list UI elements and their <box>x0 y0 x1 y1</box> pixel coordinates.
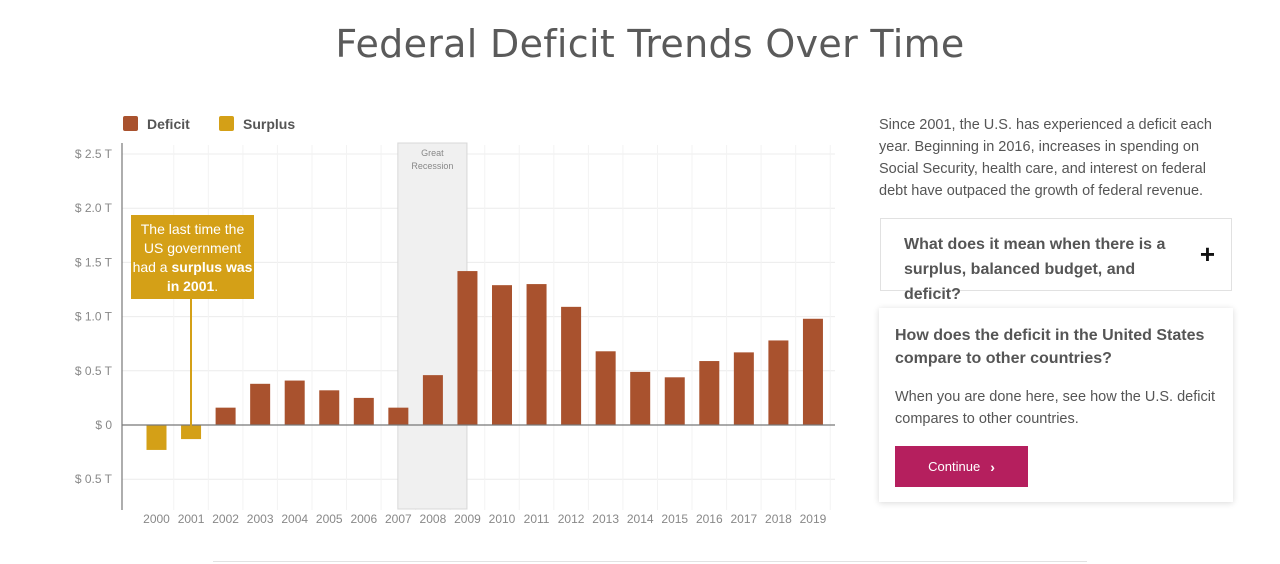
bar-2014 <box>630 371 651 425</box>
y-tick-label-5: $ 0 <box>95 418 112 432</box>
bar-2007 <box>388 407 409 425</box>
x-tick-label-2012: 2012 <box>558 512 585 526</box>
faq-question[interactable]: What does it mean when there is a surplu… <box>904 236 1166 303</box>
x-tick-label-2007: 2007 <box>385 512 412 526</box>
compare-card: How does the deficit in the United State… <box>879 308 1233 502</box>
bar-2019 <box>802 318 823 425</box>
plus-icon[interactable]: + <box>1199 239 1215 269</box>
y-axis-ticks: $ 2.5 T $ 2.0 T $ 1.5 T $ 1.0 T $ 0.5 T $ 0 $ … <box>75 147 113 486</box>
y-tick-label-6: $ 0.5 T <box>75 472 113 486</box>
legend-deficit-swatch <box>123 116 138 131</box>
bottom-divider <box>213 561 1087 562</box>
x-tick-label-2005: 2005 <box>316 512 343 526</box>
chart-bars <box>146 271 823 450</box>
bar-2018 <box>768 340 789 425</box>
bar-2017 <box>733 352 754 425</box>
callout-text-post: . <box>214 278 219 294</box>
bar-2016 <box>699 361 720 425</box>
continue-button[interactable]: Continue › <box>895 446 1028 487</box>
chevron-right-icon: › <box>990 458 995 475</box>
bar-2002 <box>215 407 236 425</box>
bar-2015 <box>664 377 685 425</box>
x-tick-label-2017: 2017 <box>730 512 757 526</box>
bar-2011 <box>526 284 547 425</box>
x-tick-label-2003: 2003 <box>247 512 274 526</box>
legend-deficit-label: Deficit <box>147 116 190 132</box>
y-tick-label-3: $ 1.0 T <box>75 310 113 324</box>
x-tick-label-2010: 2010 <box>489 512 516 526</box>
bar-2009 <box>457 271 478 425</box>
x-tick-label-2011: 2011 <box>524 512 550 526</box>
y-tick-label-1: $ 2.0 T <box>75 201 113 215</box>
x-axis-ticks: 2000 2001 2002 2003 2004 2005 2006 2007 2008 2009… <box>143 512 826 526</box>
x-tick-label-2015: 2015 <box>661 512 688 526</box>
page-title: Federal Deficit Trends Over Time <box>335 22 965 66</box>
chart-axes <box>121 143 835 510</box>
continue-button-label: Continue <box>928 459 981 474</box>
legend-surplus-swatch <box>219 116 234 131</box>
x-tick-label-2001: 2001 <box>178 512 205 526</box>
recession-band: Great Recession <box>397 142 468 510</box>
recession-label-line2: Recession <box>411 161 453 171</box>
bar-2006 <box>353 397 374 425</box>
chart-legend: Deficit Surplus <box>123 116 295 132</box>
bar-2005 <box>319 390 340 425</box>
x-tick-label-2016: 2016 <box>696 512 723 526</box>
callout-text-bold: surplus was in 2001 <box>166 259 253 294</box>
bar-2012 <box>561 306 582 425</box>
recession-shade <box>397 142 468 510</box>
deficit-bar-chart: Deficit Surplus Great Recession $ 2.5 T$… <box>75 116 835 526</box>
x-tick-label-2019: 2019 <box>800 512 827 526</box>
legend-surplus-label: Surplus <box>243 116 295 132</box>
bar-2013 <box>595 351 616 425</box>
intro-text: Since 2001, the U.S. has experienced a d… <box>879 117 1212 199</box>
x-tick-label-2018: 2018 <box>765 512 792 526</box>
x-tick-label-2004: 2004 <box>281 512 308 526</box>
bar-2003 <box>250 383 271 425</box>
callout-text-pre: The last time the US government had a <box>132 221 245 275</box>
bar-2004 <box>284 380 305 425</box>
bar-2000 <box>146 425 167 450</box>
y-tick-label-0: $ 2.5 T <box>75 147 113 161</box>
x-tick-label-2008: 2008 <box>420 512 447 526</box>
x-tick-label-2014: 2014 <box>627 512 654 526</box>
x-tick-label-2009: 2009 <box>454 512 481 526</box>
surplus-callout: The last time the US government had a su… <box>131 215 254 299</box>
bar-2010 <box>492 285 512 425</box>
chart-grid <box>122 145 835 510</box>
x-tick-label-2002: 2002 <box>212 512 239 526</box>
card-body: When you are done here, see how the U.S.… <box>895 389 1215 427</box>
x-tick-label-2006: 2006 <box>350 512 377 526</box>
faq-accordion[interactable]: What does it mean when there is a surplu… <box>880 218 1232 303</box>
recession-label-line1: Great <box>421 148 444 158</box>
bar-2008 <box>422 375 443 425</box>
y-tick-label-4: $ 0.5 T <box>75 364 113 378</box>
x-tick-label-2000: 2000 <box>143 512 170 526</box>
x-tick-label-2013: 2013 <box>592 512 619 526</box>
y-tick-label-2: $ 1.5 T <box>75 255 113 269</box>
card-title: How does the deficit in the United State… <box>895 327 1205 367</box>
bar-2001 <box>181 425 202 440</box>
callout-pointer-line <box>190 299 192 429</box>
